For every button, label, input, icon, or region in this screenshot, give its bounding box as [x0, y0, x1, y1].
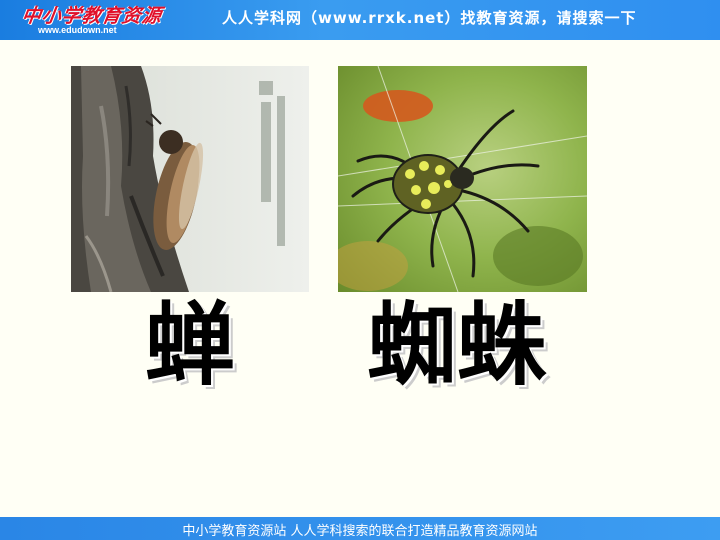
site-logo-url[interactable]: www.edudown.net [38, 25, 117, 35]
caption-cicada: 蝉 [145, 292, 235, 398]
header-bar: 中小学教育资源 www.edudown.net 人人学科网（www.rrxk.n… [0, 0, 720, 40]
spider-photo [338, 66, 587, 292]
header-slogan: 人人学科网（www.rrxk.net）找教育资源，请搜索一下 [222, 9, 637, 27]
footer-bar: 中小学教育资源站 人人学科搜索的联合打造精品教育资源网站 [0, 517, 720, 540]
caption-spider: 蜘蛛 [367, 292, 547, 398]
cicada-photo [71, 66, 309, 292]
footer-text[interactable]: 中小学教育资源站 人人学科搜索的联合打造精品教育资源网站 [182, 524, 538, 539]
site-logo[interactable]: 中小学教育资源 [20, 5, 164, 27]
